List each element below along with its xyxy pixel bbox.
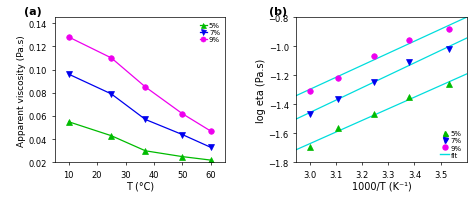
Legend: 5%, 7%, 9%, fit: 5%, 7%, 9%, fit xyxy=(439,129,464,159)
5% xyxy=(372,113,377,115)
9% xyxy=(335,77,340,79)
9% xyxy=(308,91,313,93)
9% xyxy=(66,37,72,39)
7% xyxy=(372,81,377,83)
9% xyxy=(372,55,377,58)
Line: 9%: 9% xyxy=(308,27,452,95)
7% xyxy=(109,93,114,96)
5% xyxy=(407,97,412,99)
7% xyxy=(208,146,214,149)
9% xyxy=(143,86,148,89)
Line: 5%: 5% xyxy=(308,82,452,150)
X-axis label: 1000/T (K⁻¹): 1000/T (K⁻¹) xyxy=(352,181,411,190)
Line: 9%: 9% xyxy=(66,35,213,134)
7% xyxy=(308,113,313,116)
5% xyxy=(66,121,72,123)
5% xyxy=(143,150,148,152)
7% xyxy=(143,119,148,121)
Y-axis label: log eta (Pa.s): log eta (Pa.s) xyxy=(256,58,266,122)
5% xyxy=(308,146,313,149)
X-axis label: T (°C): T (°C) xyxy=(126,181,154,190)
7% xyxy=(447,49,452,51)
5% xyxy=(335,127,340,130)
5% xyxy=(447,84,452,86)
9% xyxy=(407,40,412,42)
7% xyxy=(180,134,185,136)
7% xyxy=(407,61,412,64)
9% xyxy=(109,57,114,60)
Text: (a): (a) xyxy=(24,7,42,17)
Legend: 5%, 7%, 9%: 5%, 7%, 9% xyxy=(199,22,221,44)
Line: 7%: 7% xyxy=(66,72,213,150)
5% xyxy=(208,159,214,162)
7% xyxy=(335,98,340,100)
5% xyxy=(180,156,185,158)
9% xyxy=(447,28,452,31)
Text: (b): (b) xyxy=(269,7,287,17)
5% xyxy=(109,135,114,137)
Y-axis label: Apparent viscosity (Pa.s): Apparent viscosity (Pa.s) xyxy=(17,35,26,146)
9% xyxy=(180,113,185,115)
Line: 7%: 7% xyxy=(308,47,452,117)
7% xyxy=(66,74,72,76)
9% xyxy=(208,130,214,133)
Line: 5%: 5% xyxy=(66,119,213,163)
